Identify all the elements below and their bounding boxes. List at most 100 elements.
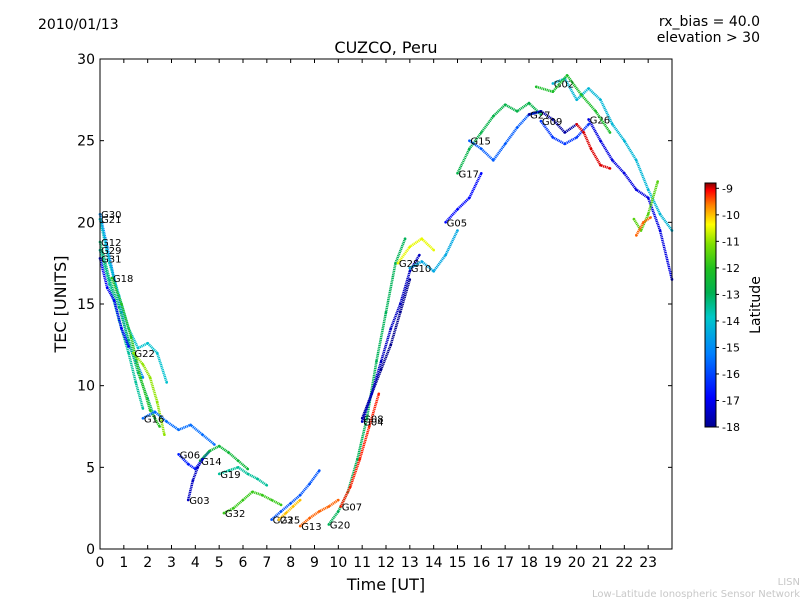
data-point bbox=[265, 484, 269, 487]
data-point bbox=[611, 123, 614, 126]
data-point bbox=[580, 93, 583, 97]
data-point bbox=[379, 359, 383, 363]
data-point bbox=[163, 433, 166, 437]
data-point bbox=[551, 118, 555, 121]
x-tick-label: 16 bbox=[472, 555, 490, 571]
satellite-label: G07 bbox=[342, 503, 362, 514]
data-point bbox=[527, 113, 531, 116]
data-point bbox=[201, 433, 204, 437]
data-point bbox=[594, 110, 597, 113]
satellite-label: G19 bbox=[220, 470, 240, 481]
satellite-label: G23 bbox=[273, 516, 293, 527]
data-point bbox=[127, 351, 130, 355]
data-point bbox=[298, 524, 302, 528]
track-G17 bbox=[456, 101, 542, 174]
data-point bbox=[108, 261, 111, 265]
data-point bbox=[587, 118, 590, 121]
data-point bbox=[658, 229, 662, 232]
data-point bbox=[468, 196, 471, 200]
track-G19 bbox=[218, 465, 268, 487]
satellite-label: G17 bbox=[459, 169, 479, 180]
x-tick-label: 6 bbox=[239, 555, 248, 571]
satellite-label: G13 bbox=[301, 522, 321, 533]
data-point bbox=[113, 299, 116, 303]
colorbar-tick-label: -17 bbox=[722, 394, 740, 407]
data-point bbox=[129, 335, 133, 339]
data-point bbox=[158, 425, 161, 428]
colorbar-tick-label: -15 bbox=[722, 341, 740, 354]
data-point bbox=[658, 212, 662, 216]
data-point bbox=[623, 139, 626, 142]
data-point bbox=[646, 196, 650, 200]
satellite-label: G30 bbox=[101, 210, 121, 221]
satellite-label: G18 bbox=[113, 274, 133, 285]
data-point bbox=[201, 457, 204, 461]
data-point bbox=[186, 498, 190, 502]
data-point bbox=[575, 98, 578, 102]
satellite-label: G15 bbox=[470, 137, 490, 148]
x-tick-label: 0 bbox=[96, 555, 105, 571]
data-point bbox=[191, 479, 195, 482]
data-point bbox=[632, 217, 636, 221]
data-point bbox=[646, 212, 650, 216]
satellite-label: G28 bbox=[399, 259, 419, 270]
data-point bbox=[251, 490, 254, 494]
x-tick-label: 17 bbox=[496, 555, 514, 571]
y-axis-label: TEC [UNITS] bbox=[51, 256, 70, 354]
data-point bbox=[127, 338, 130, 342]
data-point bbox=[575, 123, 578, 126]
data-point bbox=[155, 351, 159, 355]
data-point bbox=[418, 253, 421, 257]
colorbar: -9 -10 -11 -12 -13 -14 -15 -16 -17 -18 bbox=[704, 182, 740, 434]
data-point bbox=[165, 420, 168, 423]
x-tick-label: 21 bbox=[592, 555, 610, 571]
data-point bbox=[360, 420, 364, 423]
data-point bbox=[480, 147, 483, 151]
data-point bbox=[337, 510, 340, 513]
data-point bbox=[563, 142, 567, 146]
colorbar-tick-label: -13 bbox=[722, 288, 740, 301]
data-point bbox=[639, 229, 643, 232]
satellite-label: G29 bbox=[101, 246, 121, 257]
data-point bbox=[270, 518, 273, 521]
data-point bbox=[399, 310, 402, 314]
data-point bbox=[246, 472, 250, 476]
x-tick-label: 10 bbox=[329, 555, 347, 571]
x-tick-label: 23 bbox=[639, 555, 657, 571]
data-point bbox=[208, 449, 211, 453]
data-point bbox=[284, 511, 288, 515]
track-G03 bbox=[186, 458, 204, 501]
data-point bbox=[132, 351, 135, 355]
data-point bbox=[120, 302, 123, 306]
data-point bbox=[432, 270, 436, 273]
data-point bbox=[456, 172, 459, 175]
data-point bbox=[260, 493, 264, 497]
data-point bbox=[408, 278, 412, 281]
data-point bbox=[308, 516, 312, 520]
data-point bbox=[379, 368, 383, 371]
track-G14 bbox=[199, 444, 249, 470]
track-G25 bbox=[277, 499, 302, 521]
data-point bbox=[589, 147, 593, 151]
date-label: 2010/01/13 bbox=[38, 17, 119, 33]
data-point bbox=[539, 113, 543, 116]
y-tick-label: 25 bbox=[77, 134, 95, 150]
data-point bbox=[394, 261, 397, 265]
data-point bbox=[408, 245, 412, 249]
x-tick-label: 18 bbox=[520, 555, 538, 571]
satellite-label: G26 bbox=[590, 115, 610, 126]
data-point bbox=[608, 167, 612, 170]
data-point bbox=[153, 410, 157, 414]
data-point bbox=[213, 443, 216, 446]
satellite-label: G20 bbox=[330, 521, 350, 532]
satellite-label: G14 bbox=[201, 457, 221, 468]
data-point bbox=[503, 103, 507, 106]
satellite-label: G25 bbox=[280, 516, 300, 527]
colorbar-tick-label: -16 bbox=[722, 368, 740, 381]
data-point bbox=[389, 327, 393, 330]
data-point bbox=[635, 159, 638, 162]
satellite-label: G21 bbox=[101, 215, 121, 226]
y-tick-label: 10 bbox=[77, 379, 95, 395]
data-point bbox=[480, 172, 483, 175]
data-point bbox=[339, 505, 343, 508]
